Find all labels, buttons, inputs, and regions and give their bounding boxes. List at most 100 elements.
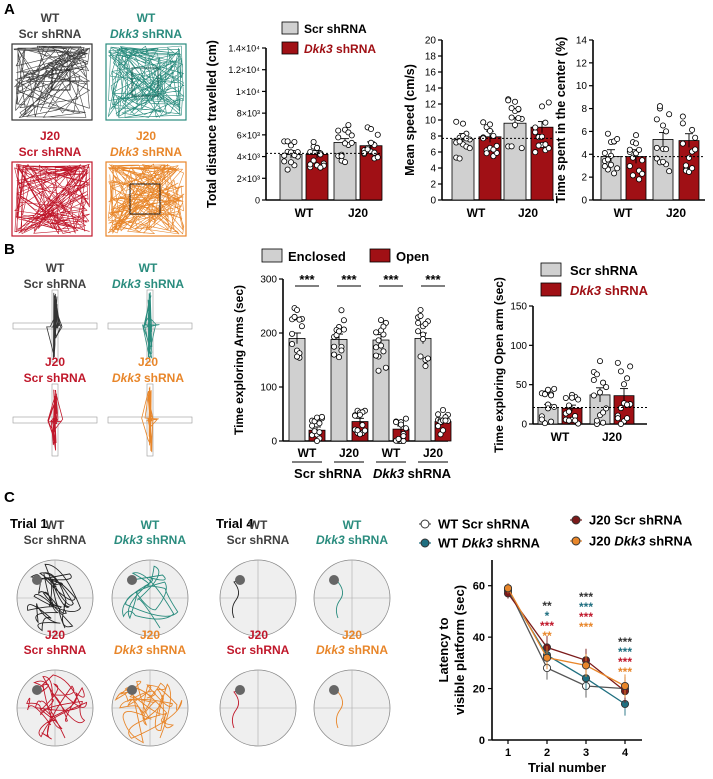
y-tick-label: 0 (271, 437, 277, 448)
legend-label: WT Dkk3 shRNA (438, 536, 540, 551)
data-point (508, 143, 515, 150)
data-point (352, 412, 359, 419)
data-point (480, 119, 487, 126)
data-point (679, 120, 686, 127)
y-tick-label: 12 (425, 100, 437, 111)
data-point (542, 141, 549, 148)
sig-marker: * (545, 609, 550, 623)
label-scr: Scr shRNA (227, 643, 290, 657)
data-point (348, 132, 355, 139)
label-dkk: Dkk3 shRNA (112, 277, 184, 291)
data-point (590, 377, 597, 384)
y-tick-label: 0 (521, 420, 527, 431)
label-dkk: Dkk3 shRNA (316, 643, 388, 657)
data-point (603, 405, 610, 412)
y-tick-label: 2 (581, 173, 587, 184)
data-point (380, 323, 387, 330)
bar (333, 142, 357, 201)
y-axis-label: Mean speed (cm/s) (403, 64, 417, 176)
x-tick-label: 3 (583, 747, 589, 759)
data-point (377, 342, 384, 349)
data-point (508, 105, 515, 112)
legend-label-a: WT (438, 536, 462, 551)
data-point (581, 661, 591, 670)
data-point (565, 417, 572, 424)
data-point (341, 140, 348, 147)
panel-a-legend: Scr shRNA Dkk3 shRNA (281, 21, 376, 56)
data-point (439, 427, 446, 434)
legend-marker (571, 515, 581, 525)
legend-label-b: Dkk3 (614, 534, 646, 549)
data-point (653, 116, 660, 123)
y-tick-label: 1.2×10⁴ (228, 65, 260, 75)
data-point (490, 132, 497, 139)
data-point (548, 418, 555, 425)
y-tick-label: 10 (576, 81, 588, 92)
sig-marker: *** (618, 645, 632, 659)
y-tick-label: 8 (581, 104, 587, 115)
x-tick-label: 4 (622, 747, 629, 759)
data-point (562, 394, 569, 401)
x-tick-label: WT (295, 206, 314, 220)
data-point (542, 653, 552, 662)
y-tick-label: 1.4×10⁴ (228, 44, 260, 54)
x-tick-label: WT (298, 446, 317, 460)
y-tick-label: 20 (473, 684, 485, 696)
trajectory-path (13, 45, 90, 118)
data-point (490, 146, 497, 153)
panel-b-legend-arms: Enclosed Open (261, 248, 429, 264)
sig-marker: *** (618, 665, 632, 679)
data-point (593, 417, 600, 424)
panel-letter-b: B (4, 241, 15, 258)
data-point (317, 151, 324, 158)
platform (32, 575, 42, 585)
data-point (380, 348, 387, 355)
data-point (626, 146, 633, 153)
label-j20: J20 (342, 628, 362, 642)
data-point (692, 134, 699, 141)
center-zone (129, 183, 161, 215)
data-point (603, 384, 610, 391)
data-point (400, 433, 407, 440)
y-tick-label: 4×10³ (237, 152, 260, 162)
data-point (617, 405, 624, 412)
y-tick-label: 12 (576, 58, 588, 69)
label-j20: J20 (138, 355, 158, 369)
bar (503, 122, 527, 201)
data-point (435, 423, 442, 430)
label-wt: WT (139, 261, 158, 275)
data-point (545, 405, 552, 412)
data-point (316, 420, 323, 427)
series-line (507, 588, 626, 690)
group-label-scr: Scr shRNA (294, 466, 363, 481)
data-point (335, 134, 342, 141)
data-point (289, 341, 296, 348)
x-tick-label: 1 (505, 747, 511, 759)
data-point (439, 407, 446, 414)
data-point (551, 403, 558, 410)
label-dkk: Dkk3 shRNA (316, 533, 388, 547)
data-point (600, 409, 607, 416)
swim-path (231, 689, 241, 729)
sig-marker: *** (618, 655, 632, 669)
data-point (660, 122, 667, 129)
data-point (551, 385, 558, 392)
data-point (318, 413, 325, 420)
data-point (374, 131, 381, 138)
data-point (653, 155, 660, 162)
data-point (341, 159, 348, 166)
data-point (545, 145, 552, 152)
y-tick-label: 4 (430, 164, 436, 175)
data-point (453, 118, 460, 125)
data-point (442, 417, 449, 424)
y-tick-label: 16 (425, 68, 437, 79)
data-point (636, 146, 643, 153)
label-scr: Scr shRNA (227, 533, 290, 547)
data-point (518, 145, 525, 152)
data-point (483, 150, 490, 157)
data-point (367, 126, 374, 133)
data-point (317, 164, 324, 171)
label-dkk-name: Dkk3 (316, 643, 345, 657)
